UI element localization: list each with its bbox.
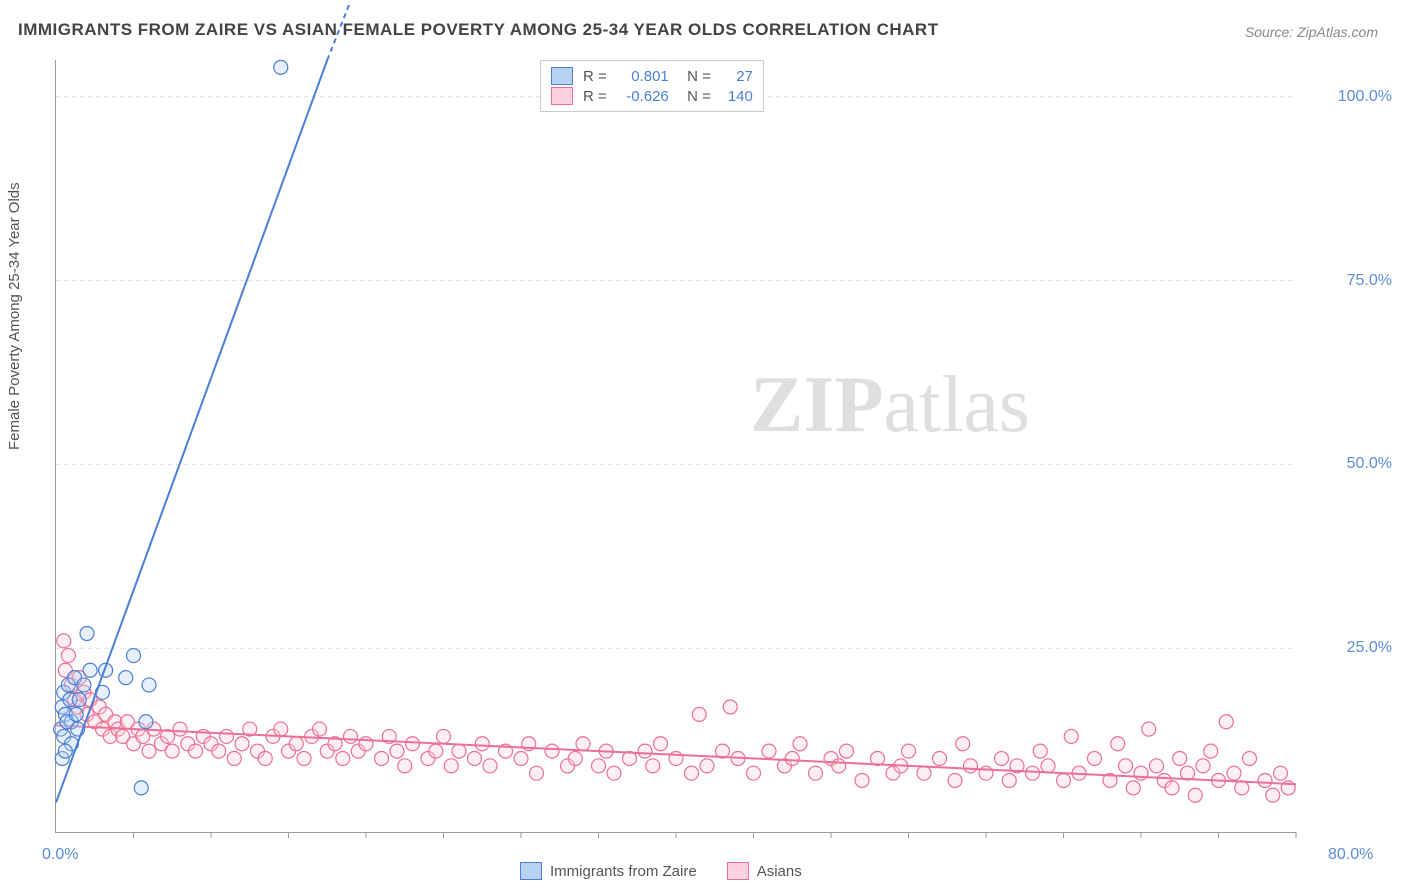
stats-box: R = 0.801 N = 27 R = -0.626 N = 140 — [540, 60, 764, 112]
x-axis-origin-label: 0.0% — [42, 846, 78, 864]
y-tick-label: 100.0% — [1338, 88, 1392, 106]
stats-row: R = -0.626 N = 140 — [551, 87, 753, 105]
stats-r-value: -0.626 — [613, 88, 669, 105]
bottom-legend: Immigrants from Zaire Asians — [520, 862, 802, 880]
legend-swatch — [520, 862, 542, 880]
stats-r-label: R = — [583, 68, 607, 85]
y-tick-label: 25.0% — [1347, 639, 1392, 657]
x-axis-max-label: 80.0% — [1328, 846, 1373, 864]
stats-swatch — [551, 67, 573, 85]
y-tick-label: 75.0% — [1347, 272, 1392, 290]
y-axis-label: Female Poverty Among 25-34 Year Olds — [6, 182, 23, 450]
stats-n-value: 27 — [717, 68, 753, 85]
stats-swatch — [551, 87, 573, 105]
plot-area — [55, 60, 1296, 833]
stats-n-label: N = — [679, 68, 711, 85]
legend-item: Asians — [727, 862, 802, 880]
chart-title: IMMIGRANTS FROM ZAIRE VS ASIAN FEMALE PO… — [18, 20, 939, 40]
legend-swatch — [727, 862, 749, 880]
legend-item: Immigrants from Zaire — [520, 862, 697, 880]
legend-label: Immigrants from Zaire — [550, 863, 697, 880]
legend-label: Asians — [757, 863, 802, 880]
source-attribution: Source: ZipAtlas.com — [1245, 24, 1378, 40]
stats-n-label: N = — [679, 88, 711, 105]
stats-row: R = 0.801 N = 27 — [551, 67, 753, 85]
y-tick-label: 50.0% — [1347, 455, 1392, 473]
chart-svg — [56, 60, 1296, 832]
stats-n-value: 140 — [717, 88, 753, 105]
stats-r-value: 0.801 — [613, 68, 669, 85]
stats-r-label: R = — [583, 88, 607, 105]
